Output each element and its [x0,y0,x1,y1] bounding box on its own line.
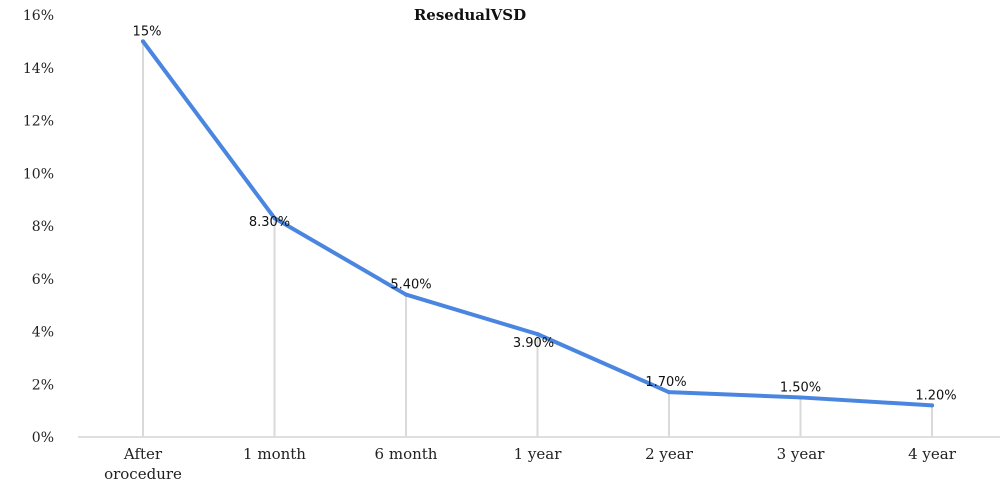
data-point [798,395,803,400]
x-tick-label: 4 year [908,445,957,463]
y-tick-label: 2% [32,377,54,393]
x-tick-label-line: orocedure [104,465,182,483]
x-tick-label-line: 6 month [375,445,438,463]
y-tick-label: 12% [23,114,54,130]
x-tick-label: After orocedure [104,445,182,483]
data-point [535,332,540,337]
y-tick-label: 0% [32,430,54,446]
data-point [272,216,277,221]
y-axis: 0% 2% 4% 6% 8% 10% 12% 14% 16% [23,8,54,446]
data-label: 1.70% [645,375,686,390]
chart-title: ResedualVSD [414,6,526,24]
data-point [404,292,408,297]
y-tick-label: 8% [32,219,54,235]
y-tick-label: 4% [32,325,54,341]
data-point [930,403,934,408]
x-tick-label: 1 month [243,445,306,463]
data-label: 8.30% [249,215,290,230]
x-tick-label-line: 1 month [243,445,306,463]
data-point [141,39,145,44]
series [141,39,934,408]
x-tick-label: 1 year [514,445,563,463]
x-tick-label-line: 1 year [514,445,563,463]
x-axis: After orocedure 1 month 6 month 1 year 2 year… [104,445,957,483]
data-label: 15% [133,24,162,39]
drop-lines [142,41,933,437]
x-tick-label-line: 3 year [777,445,826,463]
data-labels: 15% 8.30% 5.40% 3.90% 1.70% 1.50% 1.20% [133,24,957,403]
y-tick-label: 6% [32,272,54,288]
y-tick-label: 16% [23,8,54,24]
x-tick-label: 3 year [777,445,826,463]
y-tick-label: 14% [23,61,54,77]
x-tick-label-line: After [123,445,163,463]
data-label: 5.40% [390,278,431,293]
x-tick-label-line: 4 year [908,445,957,463]
y-tick-label: 10% [23,166,54,182]
data-label: 3.90% [513,336,554,351]
x-tick-label: 2 year [645,445,694,463]
data-label: 1.20% [915,388,956,403]
data-label: 1.50% [780,380,821,395]
x-tick-label-line: 2 year [645,445,694,463]
x-tick-label: 6 month [375,445,438,463]
data-point [667,390,671,395]
